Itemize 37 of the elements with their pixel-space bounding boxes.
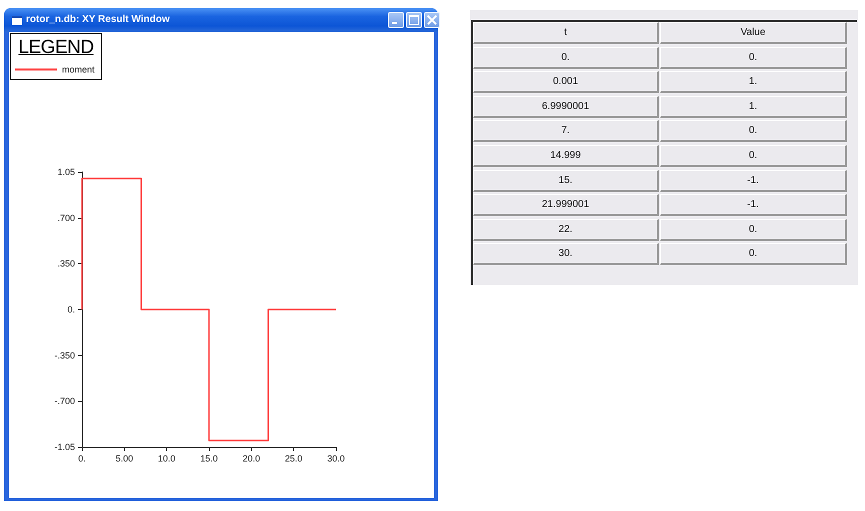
text: 6.9990001 bbox=[473, 96, 659, 118]
y-tick-label: .350 bbox=[57, 258, 75, 269]
text: 21.999001 bbox=[473, 194, 659, 216]
text: 30. bbox=[473, 243, 659, 266]
y-tick-label: 0. bbox=[67, 304, 75, 314]
text: -1. bbox=[660, 170, 847, 192]
text: 1. bbox=[660, 71, 847, 94]
text: 15. bbox=[473, 170, 659, 192]
x-tick-label: 30.0 bbox=[327, 454, 345, 464]
text: 0. bbox=[660, 120, 847, 142]
text: 0. bbox=[660, 46, 847, 69]
text: 0. bbox=[473, 46, 659, 69]
y-tick-label: -1.05 bbox=[54, 442, 75, 452]
y-tick-label: -.350 bbox=[54, 350, 75, 360]
text: -1. bbox=[660, 194, 847, 216]
text: 22. bbox=[473, 218, 659, 241]
chart-title: rotor_n.db: XY Result Window bbox=[26, 13, 170, 27]
x-tick-label: 25.0 bbox=[284, 454, 302, 464]
x-tick-label: 5.00 bbox=[116, 454, 134, 464]
x-tick-label: 20.0 bbox=[242, 454, 260, 464]
text: 0. bbox=[660, 145, 847, 167]
y-tick-label: .700 bbox=[57, 212, 75, 223]
x-tick-label: 15.0 bbox=[200, 454, 218, 464]
text: Value bbox=[660, 22, 847, 44]
text: 1. bbox=[660, 96, 847, 118]
text: t bbox=[473, 22, 659, 44]
x-tick-label: 10.0 bbox=[158, 454, 176, 464]
legend-label: moment bbox=[62, 64, 96, 74]
text: 14.999 bbox=[473, 145, 659, 167]
legend-title: LEGEND bbox=[17, 37, 95, 59]
x-tick-label: 0. bbox=[78, 454, 86, 464]
text: 0. bbox=[660, 218, 847, 241]
text: 0.001 bbox=[473, 71, 659, 94]
y-tick-label: 1.05 bbox=[57, 167, 75, 177]
y-tick-label: -.700 bbox=[54, 396, 75, 406]
text: 7. bbox=[473, 120, 659, 142]
text: 0. bbox=[660, 243, 847, 266]
